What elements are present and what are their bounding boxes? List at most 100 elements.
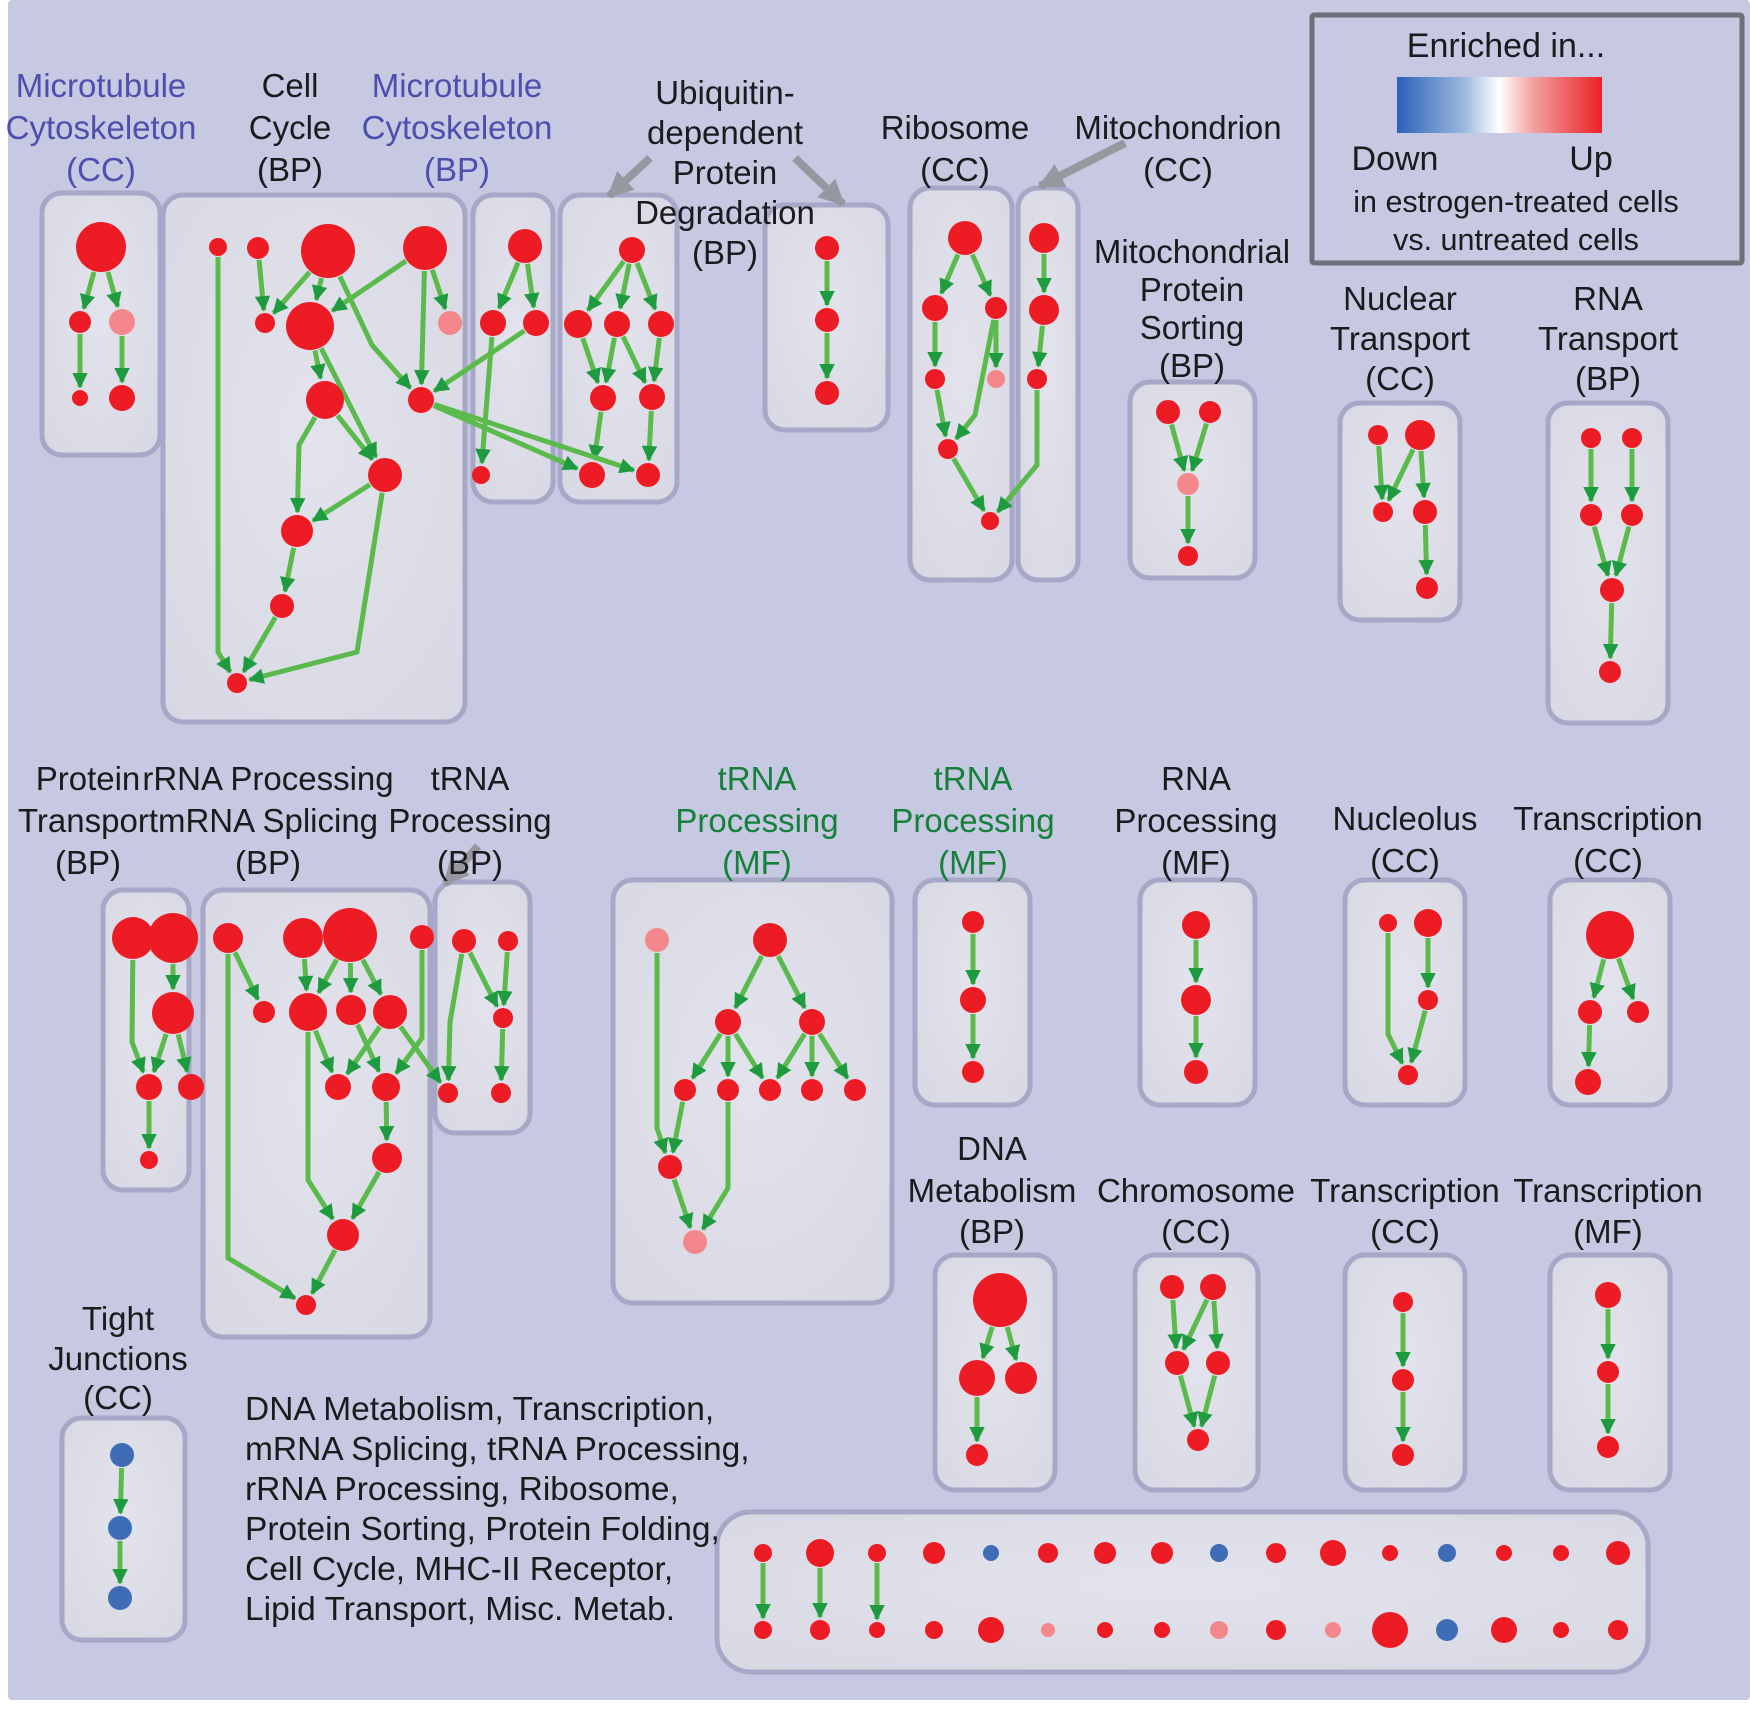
go-term-node xyxy=(1041,1623,1055,1637)
edge-ubiquitin-a xyxy=(641,410,658,462)
go-term-node xyxy=(1496,1545,1512,1561)
go-term-node xyxy=(815,381,839,405)
edge-ubiquitin-a xyxy=(580,337,601,385)
go-term-node xyxy=(112,917,154,959)
edge-rrna-processing xyxy=(313,1029,335,1074)
go-term-node xyxy=(372,1143,402,1173)
cluster-label-microtubule-cc-line-0: Microtubule xyxy=(16,67,187,104)
go-term-node xyxy=(523,310,549,336)
cluster-label-chromosome-line-1: (CC) xyxy=(1161,1213,1231,1250)
go-term-node xyxy=(1491,1617,1517,1643)
go-term-node xyxy=(1184,1060,1208,1084)
go-term-node xyxy=(108,1516,132,1540)
edge-rrna-processing xyxy=(378,1101,395,1142)
edge-rrna-processing xyxy=(232,951,261,1001)
cluster-label-mito-sorting-line-3: (BP) xyxy=(1159,347,1225,384)
edge-chromosome xyxy=(1208,1300,1224,1350)
go-term-node xyxy=(1151,1542,1173,1564)
edge-rrna-processing xyxy=(316,958,339,995)
edge-cell-cycle xyxy=(335,414,375,461)
go-term-node xyxy=(438,311,462,335)
go-term-node xyxy=(1029,223,1059,253)
edge-transcription-cc-a xyxy=(1581,1024,1597,1068)
go-term-node xyxy=(1379,914,1397,932)
edge-trna-bp xyxy=(467,951,500,1008)
go-term-node xyxy=(368,458,402,492)
edge-cell-cycle xyxy=(429,269,449,311)
edge-ribosome xyxy=(954,319,997,441)
cluster-label-transcription-cc-a-line-1: (CC) xyxy=(1573,842,1643,879)
go-term-node xyxy=(754,1621,772,1639)
edge-nuclear-transport xyxy=(1415,450,1431,499)
go-term-node xyxy=(1414,909,1442,937)
label-pointer-arrow xyxy=(1037,139,1127,190)
go-term-node xyxy=(925,1621,943,1639)
go-term-node xyxy=(1177,473,1199,495)
go-term-node xyxy=(336,995,366,1025)
go-term-node xyxy=(508,229,542,263)
edge-cell-cycle xyxy=(280,547,297,593)
misc-list-line-2: rRNA Processing, Ribosome, xyxy=(245,1471,679,1508)
cluster-label-microtubule-bp-line-0: Microtubule xyxy=(372,67,543,104)
go-term-node xyxy=(289,993,327,1031)
go-term-node xyxy=(604,311,630,337)
cluster-label-nucleolus-line-0: Nucleolus xyxy=(1333,800,1478,837)
edge-nuclear-transport xyxy=(1373,445,1390,501)
cluster-box-dna-metabolism xyxy=(932,1252,1058,1493)
edge-chromosome xyxy=(1181,1298,1210,1351)
go-term-node xyxy=(247,237,269,259)
go-term-node xyxy=(1320,1540,1346,1566)
go-term-node xyxy=(973,1273,1027,1327)
go-term-node xyxy=(410,925,434,949)
go-term-node xyxy=(962,911,984,933)
cluster-label-transcription-cc-b-line-1: (CC) xyxy=(1370,1213,1440,1250)
edge-ubiquitin-a xyxy=(615,263,632,310)
edge-nuclear-transport xyxy=(1386,448,1416,502)
cluster-box-transcription-cc-a xyxy=(1547,877,1673,1108)
cluster-box-nucleolus xyxy=(1342,877,1468,1108)
go-term-node xyxy=(1165,1351,1189,1375)
go-term-node xyxy=(1266,1620,1286,1640)
edge-ribosome xyxy=(951,457,987,512)
go-term-node xyxy=(1206,1351,1230,1375)
legend-subtitle-2: vs. untreated cells xyxy=(1393,223,1639,257)
go-term-node xyxy=(1029,295,1059,325)
cluster-label-chromosome-line-0: Chromosome xyxy=(1097,1172,1295,1209)
cluster-label-mito-sorting-line-1: Protein xyxy=(1140,271,1245,308)
edge-nuclear-transport xyxy=(1418,524,1434,576)
go-term-node xyxy=(1597,1436,1619,1458)
label-pointer-arrow xyxy=(606,155,653,199)
go-term-node xyxy=(753,923,787,957)
go-term-node xyxy=(759,1079,781,1101)
cluster-label-trna-mf-2-line-2: (MF) xyxy=(938,844,1008,881)
go-term-node xyxy=(493,1008,513,1028)
go-term-node xyxy=(1392,1444,1414,1466)
go-term-node xyxy=(1210,1544,1228,1562)
go-term-node xyxy=(1580,504,1602,526)
edge-cell-cycle xyxy=(215,257,233,674)
cluster-label-rrna-processing-line-1: mRNA Splicing xyxy=(158,802,378,839)
edge-trna-mf-1 xyxy=(733,1032,765,1080)
edge-cell-cycle xyxy=(289,416,318,514)
edge-dna-metabolism xyxy=(1004,1326,1020,1362)
go-term-node xyxy=(1599,661,1621,683)
go-term-node xyxy=(72,390,88,406)
edge-ribosome xyxy=(939,253,961,295)
go-term-node xyxy=(1627,1001,1649,1023)
cluster-label-rna-transport-line-0: RNA xyxy=(1573,280,1643,317)
cluster-label-tight-junctions-line-2: (CC) xyxy=(83,1379,153,1416)
go-term-node xyxy=(438,1083,458,1103)
go-term-node xyxy=(959,1360,995,1396)
cluster-box-cell-cycle xyxy=(160,192,468,725)
go-term-node xyxy=(76,222,126,272)
cluster-label-ubiquitin-a-line-4: (BP) xyxy=(692,234,758,271)
go-term-node xyxy=(1187,1429,1209,1451)
legend-title: Enriched in... xyxy=(1407,27,1605,65)
go-term-node xyxy=(178,1074,204,1100)
edge-chromosome xyxy=(1197,1374,1218,1428)
go-term-node xyxy=(806,1539,834,1567)
go-term-node xyxy=(658,1155,682,1179)
misc-list-line-5: Lipid Transport, Misc. Metab. xyxy=(245,1591,675,1628)
go-term-node xyxy=(283,918,323,958)
